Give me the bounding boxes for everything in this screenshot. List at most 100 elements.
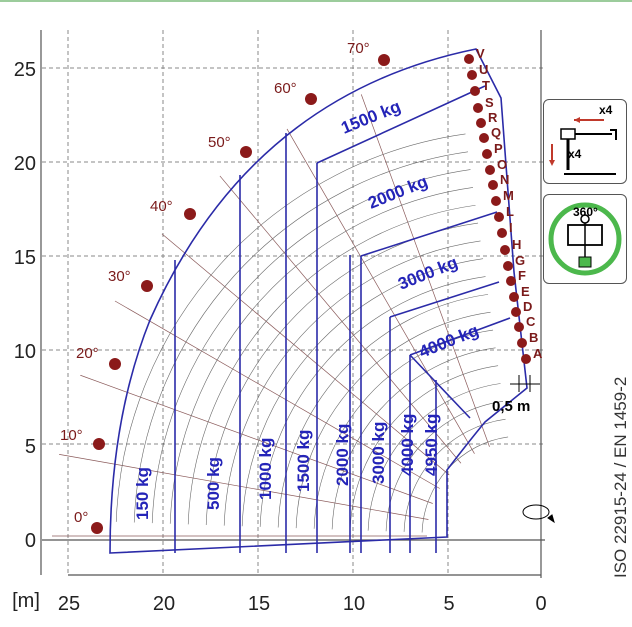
rotation-label: 360° <box>573 205 598 219</box>
arc-line <box>367 383 501 531</box>
radial-line <box>114 300 440 489</box>
extension-label: E <box>521 284 530 299</box>
y-tick: 25 <box>14 59 36 81</box>
x-tick: 0 <box>535 593 546 615</box>
outrigger-panel: x4 x4 <box>543 99 627 184</box>
arc-line <box>277 294 489 528</box>
arc-load-label: 4000 kg <box>416 321 481 362</box>
angle-dot <box>109 358 121 370</box>
angle-markers <box>91 54 390 534</box>
rotation-symbol <box>522 504 555 524</box>
arc-lines <box>115 133 509 533</box>
zone-label: 1000 kg <box>256 438 275 500</box>
zone-labels: 150 kg 500 kg 1000 kg 1500 kg 2000 kg 30… <box>133 97 481 520</box>
extension-label: Q <box>491 125 501 140</box>
arc-line <box>295 311 491 529</box>
extension-label: S <box>485 95 494 110</box>
arc-load-label: 3000 kg <box>395 253 460 294</box>
extension-label: U <box>479 62 488 77</box>
zone-label: 4950 kg <box>422 414 441 476</box>
extension-dot <box>491 196 501 206</box>
extension-dot <box>511 307 521 317</box>
extension-label: H <box>512 237 521 252</box>
arc-line <box>349 365 499 531</box>
outrigger-icon: x4 x4 <box>549 103 617 175</box>
arc-load-label: 1500 kg <box>338 97 403 138</box>
extension-label: O <box>497 157 507 172</box>
x4-horizontal: x4 <box>599 103 613 117</box>
extension-markers <box>464 54 531 364</box>
extension-dot <box>497 228 507 238</box>
y-tick: 5 <box>25 436 36 458</box>
angle-label: 0° <box>74 509 88 526</box>
dimension-marker: 0,5 m <box>492 375 540 415</box>
angle-label: 10° <box>60 427 83 444</box>
extension-dot <box>503 261 513 271</box>
y-tick-labels: 0 5 10 15 20 25 <box>14 59 36 552</box>
extension-label: P <box>494 141 503 156</box>
extension-dot <box>500 245 510 255</box>
extension-dot <box>470 86 480 96</box>
radial-line <box>80 374 433 504</box>
zone-label: 150 kg <box>133 467 152 520</box>
radial-line <box>219 175 462 464</box>
extension-dot <box>479 133 489 143</box>
angle-dot <box>305 93 317 105</box>
y-tick: 0 <box>25 530 36 552</box>
top-border <box>0 0 632 2</box>
envelope-outline <box>109 48 528 554</box>
extension-label: T <box>482 78 490 93</box>
x-tick-labels: [m] 25 20 15 10 5 0 <box>12 590 546 615</box>
arc-line <box>259 276 486 527</box>
x-tick: 15 <box>248 593 270 615</box>
rotation-panel: 360° <box>543 194 627 284</box>
angle-dot <box>91 522 103 534</box>
x-tick: 20 <box>153 593 175 615</box>
extension-label: M <box>503 188 514 203</box>
extension-dot <box>464 54 474 64</box>
extension-dot <box>488 180 498 190</box>
arc-line <box>241 258 484 527</box>
extension-dot <box>509 292 519 302</box>
extension-label: R <box>488 110 498 125</box>
zone-label: 2000 kg <box>333 424 352 486</box>
extension-label: A <box>533 346 543 361</box>
extension-dot <box>476 118 486 128</box>
angle-label: 40° <box>150 198 173 215</box>
angle-label: 60° <box>274 80 297 97</box>
arc-line <box>187 204 476 525</box>
zone-label: 1500 kg <box>294 430 313 492</box>
extension-dot <box>506 276 516 286</box>
angle-dot <box>184 208 196 220</box>
extension-label: F <box>518 268 526 283</box>
y-tick: 20 <box>14 153 36 175</box>
rotation-icon: 360° <box>548 202 622 276</box>
extension-dot <box>514 322 524 332</box>
extension-dot <box>473 103 483 113</box>
radial-line <box>161 233 450 476</box>
extension-dot <box>482 149 492 159</box>
standard-label: ISO 22915-24 / EN 1459-2 <box>611 377 630 578</box>
extension-label: B <box>529 330 538 345</box>
extension-label: C <box>526 314 536 329</box>
arc-line <box>133 151 469 523</box>
arc-line <box>115 133 466 522</box>
extension-dot <box>494 212 504 222</box>
angle-labels: 0° 10° 20° 30° 40° 50° 60° 70° <box>60 40 370 526</box>
zone-label: 500 kg <box>204 457 223 510</box>
x-tick: 25 <box>58 593 80 615</box>
arc-line <box>403 418 506 532</box>
extension-label: D <box>523 299 532 314</box>
x-unit-label: [m] <box>12 590 40 612</box>
radial-line <box>59 454 429 520</box>
zone-label: 3000 kg <box>369 422 388 484</box>
extension-label: L <box>506 204 514 219</box>
angle-dot <box>378 54 390 66</box>
radial-line <box>286 128 475 454</box>
dimension-label: 0,5 m <box>492 398 530 415</box>
extension-label: G <box>515 253 525 268</box>
angle-label: 50° <box>208 134 231 151</box>
extension-label: I <box>509 220 513 235</box>
